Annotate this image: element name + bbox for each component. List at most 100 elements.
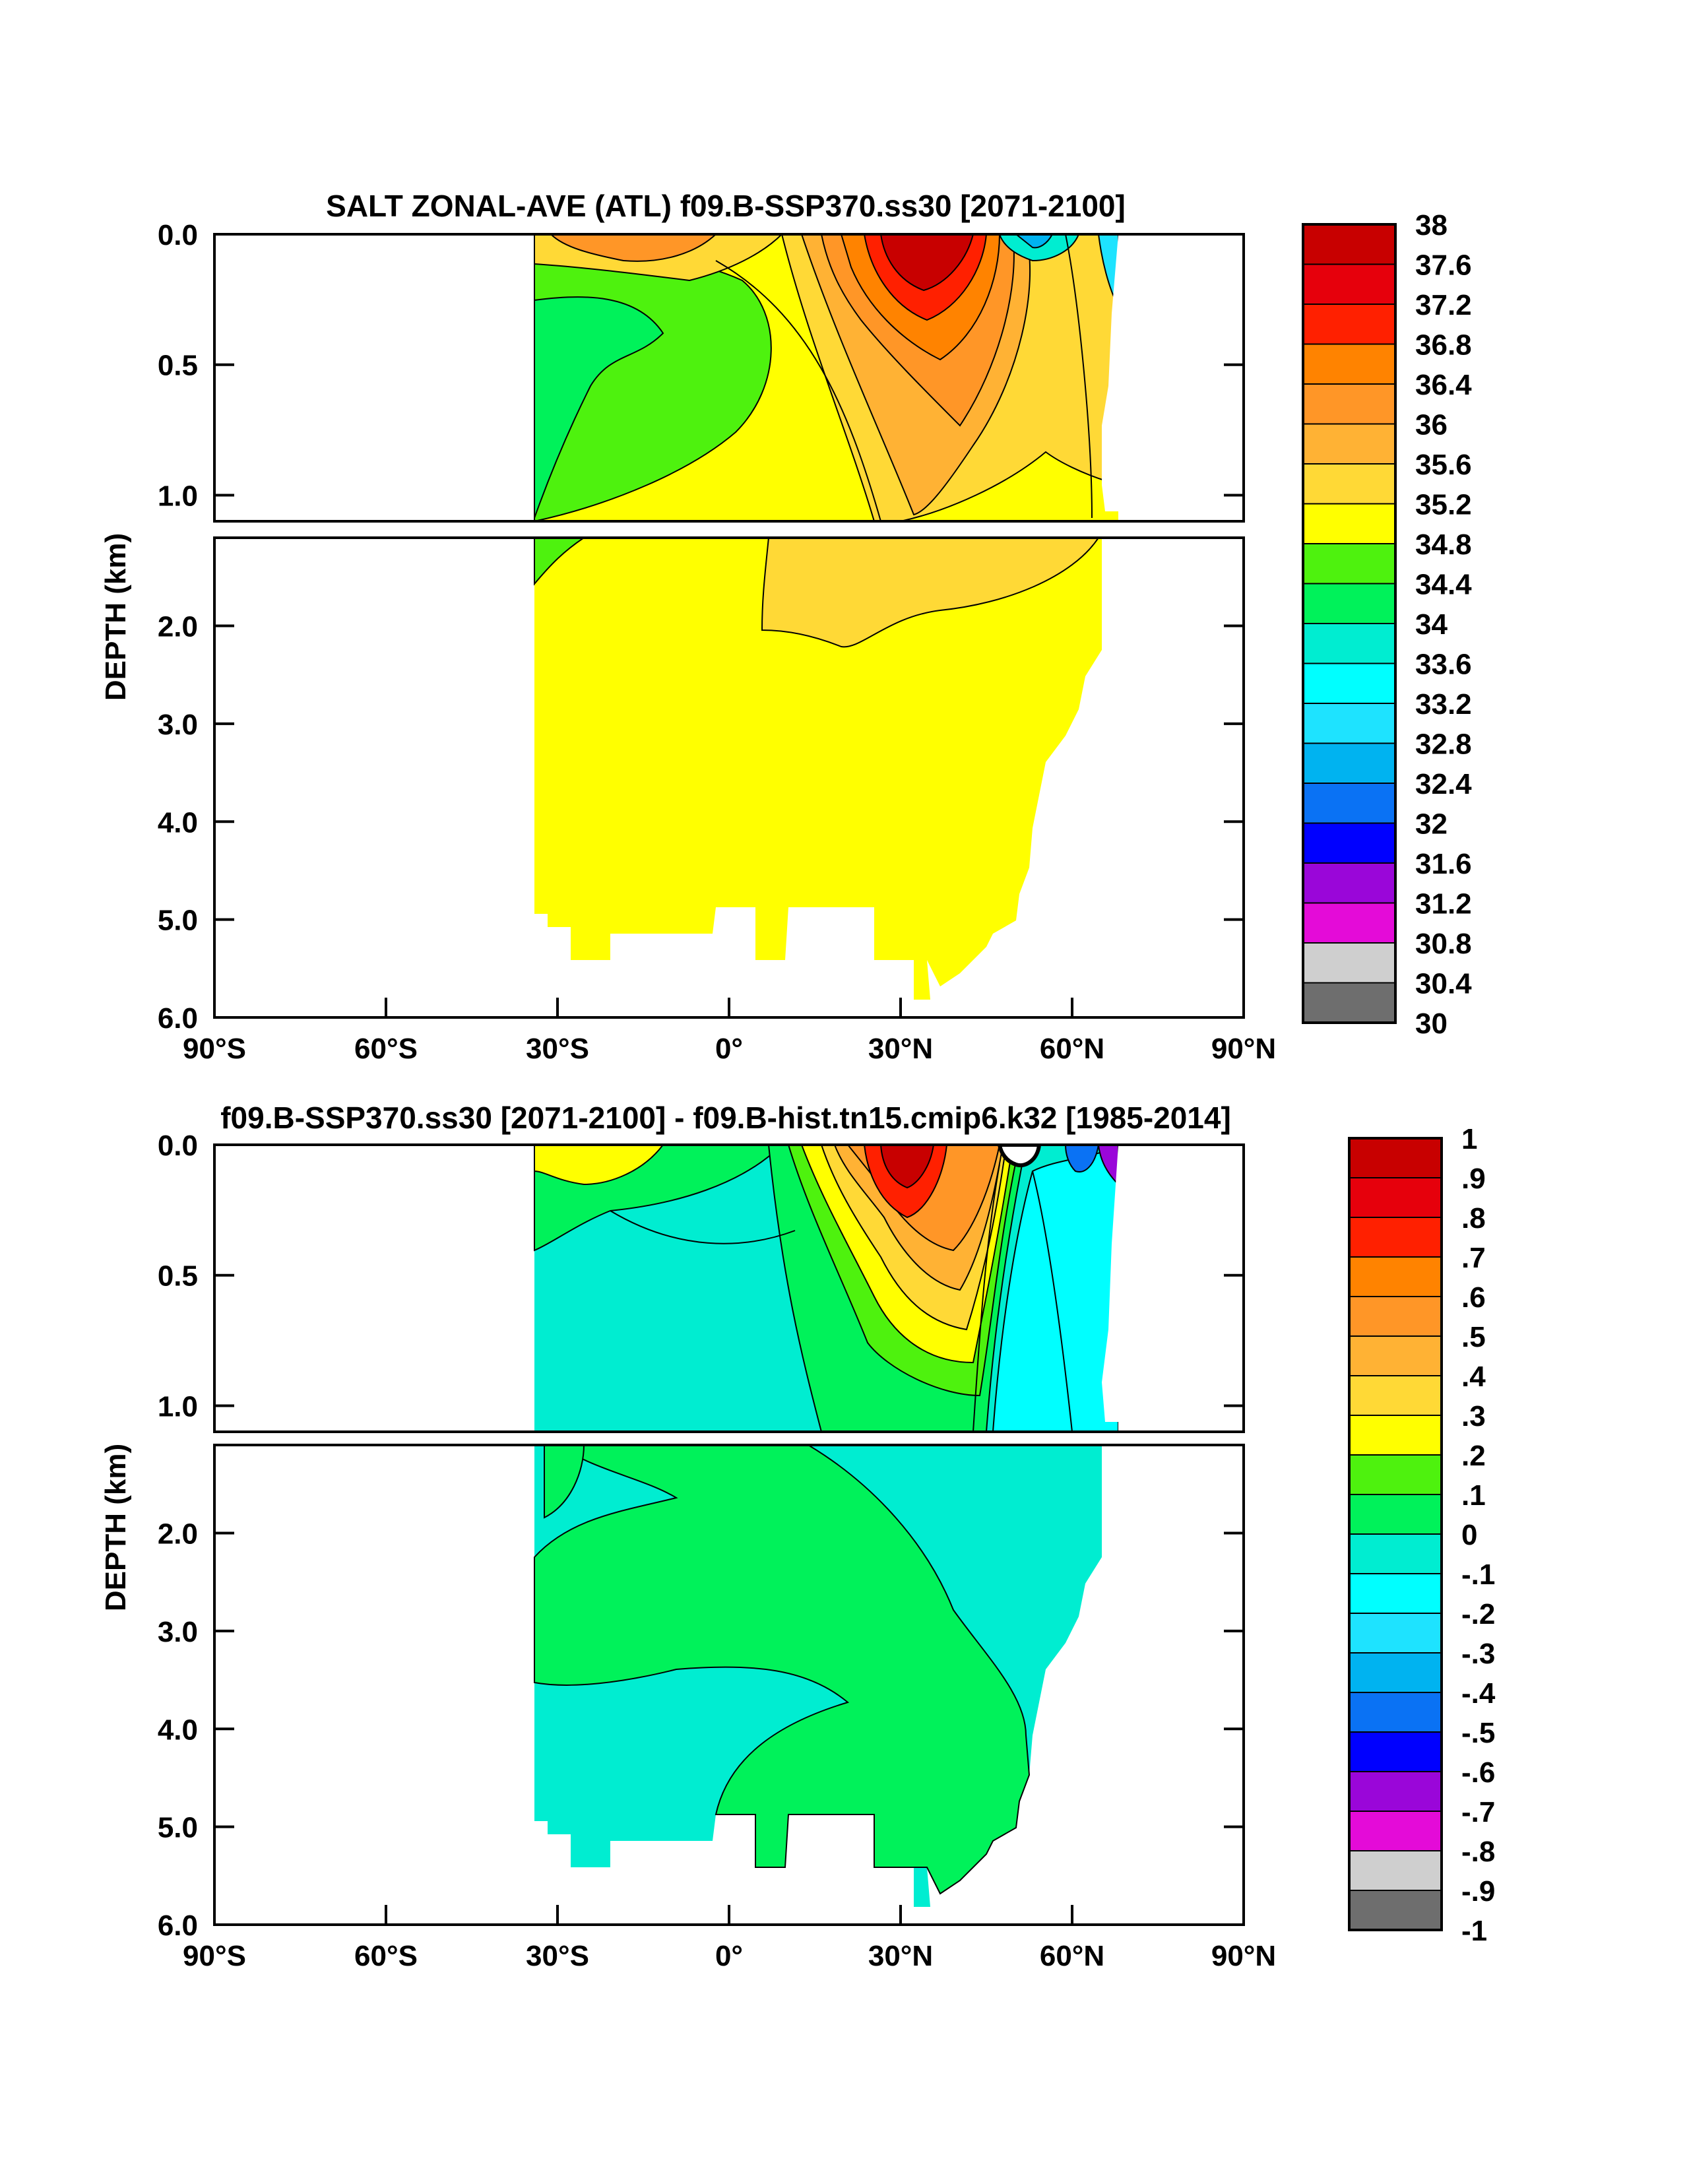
salt-deep-overflow <box>534 538 585 586</box>
colorbar-label: -.6 <box>1461 1756 1495 1789</box>
colorbar-box <box>1302 742 1396 784</box>
x-tick-label: 90°S <box>183 1940 246 1972</box>
colorbar-frame <box>1302 223 1397 1024</box>
x-tick-label: 30°N <box>868 1033 933 1065</box>
panel1-colorbar: 38 37.6 37.2 36.8 36.4 36 35.6 35.2 34.8 34.4 34 33… <box>1302 209 1472 1040</box>
colorbar-box <box>1302 862 1396 904</box>
colorbar-label: 34.8 <box>1415 529 1472 561</box>
colorbar-box <box>1302 942 1396 984</box>
panel1-upper-plot <box>534 234 1244 521</box>
colorbar-label: 35.6 <box>1415 449 1472 481</box>
colorbar-box <box>1302 503 1396 544</box>
colorbar-label: 35.2 <box>1415 489 1472 521</box>
salt-land-mask <box>1102 234 1244 521</box>
y-tick-label: 2.0 <box>158 611 198 643</box>
colorbar-box <box>1349 1375 1442 1416</box>
y-tick-label: 0.5 <box>158 350 198 382</box>
colorbar-label: -.8 <box>1461 1836 1495 1868</box>
diff-land-mask <box>1102 1145 1244 1432</box>
panel2-ylabel: DEPTH (km) <box>100 1444 132 1611</box>
colorbar-box <box>1302 783 1396 824</box>
panel1-lower-plot <box>534 538 1102 1000</box>
colorbar-label: -1 <box>1461 1915 1487 1947</box>
colorbar-label: 1 <box>1461 1123 1477 1155</box>
colorbar-box <box>1302 982 1396 1023</box>
x-tick-label: 90°N <box>1211 1940 1276 1972</box>
y-tick-label: 5.0 <box>158 1812 198 1844</box>
salt-contour-extra <box>715 234 1093 521</box>
colorbar-box <box>1302 822 1396 864</box>
diff-max-core <box>879 1145 935 1189</box>
colorbar-label: -.1 <box>1461 1558 1495 1591</box>
colorbar-box <box>1302 902 1396 944</box>
colorbar-box <box>1349 1692 1442 1733</box>
panel1-ylabel: DEPTH (km) <box>100 533 132 701</box>
salt-south-surface-core <box>550 234 717 262</box>
colorbar-box <box>1349 1811 1442 1851</box>
diff-contour-extra <box>610 1164 1073 1432</box>
y-tick-label: 0.5 <box>158 1260 198 1293</box>
y-tick-label: 3.0 <box>158 1616 198 1648</box>
x-tick-label: 0° <box>715 1033 743 1065</box>
colorbar-label: 33.6 <box>1415 649 1472 681</box>
colorbar-box <box>1302 662 1396 704</box>
colorbar-box <box>1349 1850 1442 1891</box>
colorbar-box <box>1349 1533 1442 1574</box>
colorbar-box <box>1302 383 1396 425</box>
diff-deep-positive <box>534 1445 1031 1895</box>
x-tick-label: 0° <box>715 1940 743 1972</box>
x-tick-label: 60°N <box>1040 1033 1104 1065</box>
salt-max-core <box>879 234 974 292</box>
colorbar-box <box>1349 1652 1442 1693</box>
colorbar-label: 32.4 <box>1415 768 1472 800</box>
panel1-upper-frame <box>213 233 1245 523</box>
colorbar-box <box>1302 543 1396 585</box>
colorbar-box <box>1302 463 1396 505</box>
panel2-xticks: 90°S 60°S 30°S 0° 30°N 60°N 90°N <box>183 1905 1276 1972</box>
colorbar-label: .5 <box>1461 1321 1486 1353</box>
colorbar-box <box>1302 623 1396 664</box>
colorbar-label: .2 <box>1461 1440 1486 1472</box>
diff-hole <box>997 1145 1042 1168</box>
colorbar-label: 30 <box>1415 1008 1448 1040</box>
colorbar-label: 33.2 <box>1415 688 1472 721</box>
colorbar-box <box>1349 1415 1442 1456</box>
panel2-upper-plot <box>534 1145 1244 1432</box>
panel-salt-difference: f09.B-SSP370.ss30 [2071-2100] - f09.B-hi… <box>100 1101 1496 1972</box>
colorbar-label: 38 <box>1415 209 1448 241</box>
colorbar-label: 30.8 <box>1415 928 1472 960</box>
panel1-xticks: 90°S 60°S 30°S 0° 30°N 60°N 90°N <box>183 998 1276 1065</box>
colorbar-box <box>1302 703 1396 744</box>
colorbar-label: 31.2 <box>1415 888 1472 920</box>
colorbar-frame <box>1348 1137 1443 1931</box>
colorbar-box <box>1349 1731 1442 1772</box>
colorbar-box <box>1349 1573 1442 1614</box>
panel1-title: SALT ZONAL-AVE (ATL) f09.B-SSP370.ss30 [… <box>326 189 1126 223</box>
colorbar-label: 31.6 <box>1415 848 1472 880</box>
colorbar-box <box>1349 1138 1442 1178</box>
colorbar-label: -.4 <box>1461 1677 1496 1710</box>
colorbar-label: .1 <box>1461 1479 1486 1512</box>
colorbar-label: -.5 <box>1461 1717 1495 1749</box>
colorbar-label: 36 <box>1415 409 1448 441</box>
x-tick-label: 90°N <box>1211 1033 1276 1065</box>
colorbar-box <box>1349 1890 1442 1931</box>
colorbar-box <box>1349 1771 1442 1812</box>
y-tick-label: 6.0 <box>158 1910 198 1942</box>
colorbar-label: -.2 <box>1461 1598 1495 1630</box>
colorbar-label: 36.8 <box>1415 329 1472 362</box>
panel2-upper-frame <box>213 1143 1245 1433</box>
x-tick-label: 60°N <box>1040 1940 1104 1972</box>
diff-freshening-core <box>1064 1145 1100 1172</box>
colorbar-box <box>1349 1296 1442 1337</box>
colorbar-box <box>1349 1613 1442 1654</box>
colorbar-box <box>1349 1335 1442 1376</box>
x-tick-label: 30°S <box>526 1033 589 1065</box>
y-tick-label: 3.0 <box>158 709 198 741</box>
colorbar-label: .7 <box>1461 1242 1486 1274</box>
colorbar-box <box>1302 304 1396 345</box>
x-tick-label: 30°S <box>526 1940 589 1972</box>
colorbar-label: 34.4 <box>1415 569 1472 601</box>
colorbar-label: .9 <box>1461 1163 1486 1195</box>
